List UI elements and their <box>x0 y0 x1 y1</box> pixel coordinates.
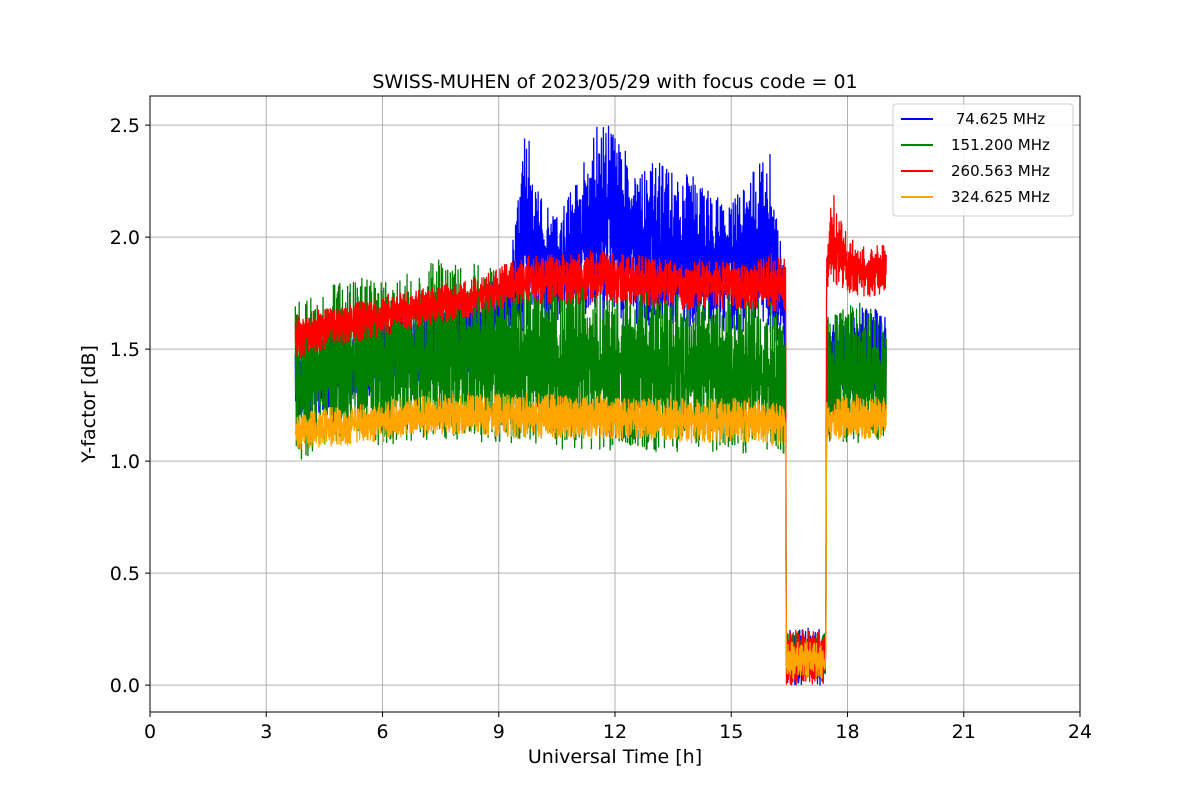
x-tick-label: 3 <box>260 721 272 743</box>
series-line-4 <box>294 393 887 680</box>
x-tick-label: 21 <box>952 721 976 743</box>
legend: 74.625 MHz 151.200 MHz 260.563 MHz 324.625 … <box>892 103 1074 217</box>
x-tick-label: 9 <box>493 721 505 743</box>
y-tick-label: 1.0 <box>110 451 140 473</box>
legend-label: 260.563 MHz <box>951 162 1050 180</box>
y-tick-label: 2.5 <box>110 115 140 137</box>
y-axis: 0.0 0.5 1.0 1.5 2.0 2.5 <box>110 115 150 697</box>
legend-box <box>892 103 1074 217</box>
x-tick-label: 12 <box>603 721 627 743</box>
y-tick-label: 1.5 <box>110 339 140 361</box>
legend-label: 324.625 MHz <box>951 188 1050 206</box>
x-tick-label: 15 <box>719 721 743 743</box>
y-tick-label: 0.0 <box>110 675 140 697</box>
legend-label: 151.200 MHz <box>951 136 1050 154</box>
x-tick-label: 24 <box>1068 721 1092 743</box>
x-tick-label: 6 <box>376 721 388 743</box>
legend-label: 74.625 MHz <box>951 110 1045 128</box>
x-tick-label: 18 <box>835 721 859 743</box>
series-layer <box>294 125 887 686</box>
y-tick-label: 0.5 <box>110 563 140 585</box>
x-tick-label: 0 <box>144 721 156 743</box>
y-tick-label: 2.0 <box>110 227 140 249</box>
y-axis-label: Y-factor [dB] <box>78 345 100 464</box>
series-line-3 <box>294 194 887 686</box>
chart-title: SWISS-MUHEN of 2023/05/29 with focus cod… <box>372 71 857 93</box>
x-axis: 0 3 6 9 12 15 18 21 24 <box>144 712 1092 743</box>
x-axis-label: Universal Time [h] <box>528 746 702 768</box>
